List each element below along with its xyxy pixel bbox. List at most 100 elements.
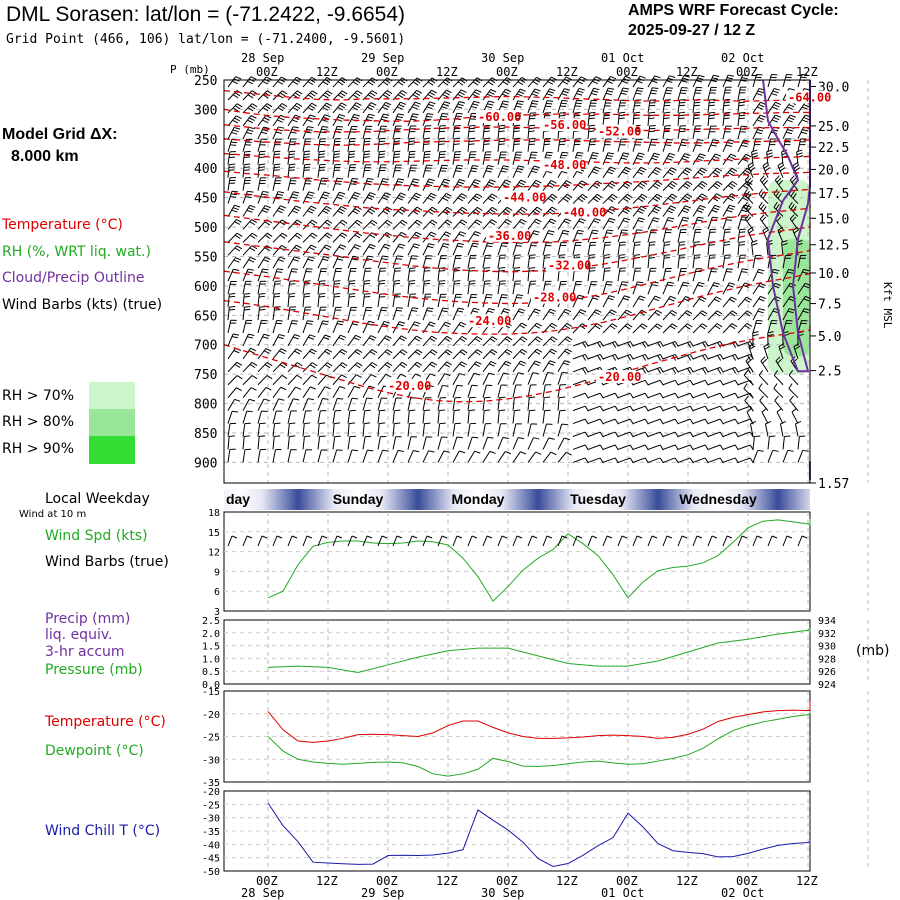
wind-barb-feather xyxy=(289,163,296,166)
wind-barb-feather xyxy=(292,258,299,262)
wind-barb-feather xyxy=(713,282,720,285)
wind-barb-feather xyxy=(378,153,386,156)
wind-barb-shaft xyxy=(617,281,623,295)
wind-barb-feather xyxy=(441,183,448,187)
wind-barb-feather xyxy=(605,92,612,96)
wind-barb-shaft xyxy=(347,307,352,321)
wind-barb-feather xyxy=(341,90,348,95)
wind-barb-feather xyxy=(694,257,701,259)
wind-barb-shaft xyxy=(422,349,433,360)
wind-barb-feather xyxy=(232,207,239,211)
wind-barb-shaft xyxy=(737,139,745,152)
wind-barb-feather xyxy=(305,131,312,134)
wind-barb-feather xyxy=(702,342,707,348)
wind-barb-feather xyxy=(561,151,569,154)
wind-barb-shaft xyxy=(392,436,397,450)
wind-barb-feather xyxy=(560,102,567,105)
wind-barb-feather xyxy=(382,81,389,86)
wind-barb-feather xyxy=(592,229,599,232)
wind-barb-shaft xyxy=(392,138,395,152)
wind-barb-feather xyxy=(666,284,673,287)
wind-barb-shaft xyxy=(302,423,305,437)
wind-barb-feather xyxy=(629,418,634,425)
wind-barb-feather xyxy=(250,76,257,80)
wind-barb-feather xyxy=(277,94,284,99)
wind-barb-shaft xyxy=(407,349,418,360)
wind-barb-shaft xyxy=(587,230,593,243)
wind-barb-feather xyxy=(503,181,510,186)
wind-barb-feather xyxy=(638,297,645,301)
wind-barb-shaft xyxy=(692,457,706,463)
wind-barb-shaft xyxy=(497,336,508,347)
wind-barb-feather xyxy=(591,154,598,157)
wind-barb-feather xyxy=(535,451,542,455)
wind-barb-feather xyxy=(233,333,240,336)
wind-barb-feather xyxy=(339,114,346,117)
wind-barb-feather xyxy=(614,405,619,412)
wind-barb-shaft xyxy=(737,216,743,230)
wind-barb-feather xyxy=(250,387,257,391)
wind-barb-feather xyxy=(308,116,315,120)
wind-barb-shaft xyxy=(482,281,486,295)
wind-barb-feather xyxy=(678,117,685,120)
wind-barb-shaft xyxy=(407,294,411,308)
wind-barb-feather xyxy=(679,254,686,256)
wind-barb-shaft xyxy=(557,410,561,424)
wind-barb-feather xyxy=(234,105,241,110)
wind-barb-shaft xyxy=(789,400,799,411)
wind-barb-shaft xyxy=(362,362,373,373)
wind-barb-shaft xyxy=(377,321,385,334)
weekday-cell: Sunday xyxy=(298,489,419,510)
surface-wind-barb xyxy=(572,535,578,547)
wind-barb-feather xyxy=(744,175,750,181)
wind-barb-feather xyxy=(545,154,552,157)
wind-barb-feather xyxy=(530,105,537,108)
wind-barb-shaft xyxy=(317,177,323,191)
wind-barb-feather xyxy=(369,234,376,239)
wind-barb-feather xyxy=(416,349,423,354)
wind-barb-feather xyxy=(683,281,690,285)
wind-barb-shaft xyxy=(227,191,233,204)
wind-barb-feather xyxy=(674,405,679,412)
wind-barb-shaft xyxy=(362,244,371,256)
wind-barb-feather xyxy=(337,116,344,120)
windchill-panel-tick-label: -25 xyxy=(202,800,220,811)
wind-barb-feather xyxy=(758,308,766,311)
wind-barb-feather xyxy=(476,349,483,354)
wind-barb-feather xyxy=(339,234,346,239)
wind-barb-feather xyxy=(444,363,451,368)
wind-barb-feather xyxy=(281,244,287,249)
wind-barb-shaft xyxy=(662,229,667,243)
wind-barb-feather xyxy=(383,113,390,116)
surface-wind-feather xyxy=(681,535,688,539)
wind-barb-shaft xyxy=(467,349,478,360)
wind-barb-feather xyxy=(231,193,238,196)
wind-barb-shaft xyxy=(452,101,460,114)
wind-barb-feather xyxy=(229,305,236,308)
wind-barb-feather xyxy=(351,258,358,261)
wind-barb-feather xyxy=(367,449,374,452)
wind-barb-feather xyxy=(341,102,347,107)
wind-barb-feather xyxy=(296,232,303,237)
surface-wind-feather xyxy=(381,535,388,539)
surface-wind-barb xyxy=(662,535,668,547)
wind-barb-feather xyxy=(364,422,371,425)
wind-barb-feather xyxy=(473,372,481,376)
wind-barb-feather xyxy=(788,370,794,376)
wind-barb-feather xyxy=(277,268,284,271)
contour-label-bg xyxy=(541,118,581,132)
bottom-date-label: 28 Sep xyxy=(241,886,284,900)
wind-barb-shaft xyxy=(775,360,784,373)
wind-barb-feather xyxy=(667,197,674,202)
wind-barb-feather xyxy=(755,131,763,135)
wind-barb-feather xyxy=(592,297,599,301)
wind-barb-feather xyxy=(547,184,554,189)
wind-barb-shaft xyxy=(272,256,281,269)
wind-barb-shaft xyxy=(497,125,500,139)
wind-barb-feather xyxy=(624,311,631,316)
wind-barb-feather xyxy=(534,360,541,364)
wind-barb-feather xyxy=(621,90,628,93)
wind-barb-feather xyxy=(370,102,377,106)
surface-wind-feather xyxy=(591,535,598,539)
isotherm-20 xyxy=(223,324,811,403)
